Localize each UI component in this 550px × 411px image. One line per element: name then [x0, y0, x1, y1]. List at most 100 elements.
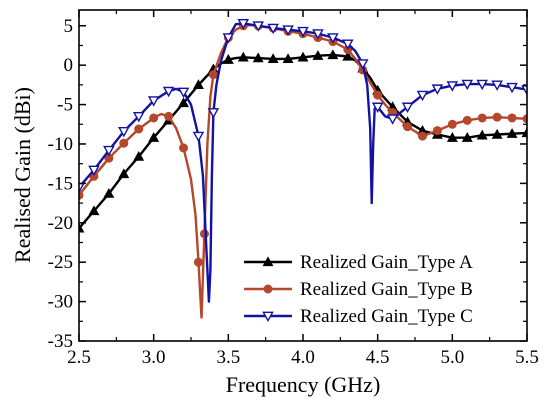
data-point [103, 145, 115, 157]
data-point [371, 102, 384, 113]
data-point [192, 131, 205, 143]
data-point [208, 70, 218, 80]
data-point [252, 21, 264, 32]
data-point [79, 182, 85, 194]
data-point [193, 79, 204, 90]
data-point [118, 126, 130, 138]
legend-swatch-marker [262, 311, 274, 323]
x-tick-label: 4.0 [291, 347, 315, 368]
data-point [446, 81, 459, 92]
x-tick-label: 3.0 [142, 347, 166, 368]
y-tick-label: 5 [64, 16, 74, 37]
data-point [373, 90, 383, 100]
y-tick-label: -10 [48, 134, 73, 155]
data-point [327, 49, 339, 60]
series-layer [79, 19, 527, 319]
data-point [222, 33, 235, 44]
data-point [506, 82, 518, 94]
legend-label: Realized Gain_Type C [300, 306, 473, 327]
data-point [416, 90, 429, 102]
data-point [193, 257, 203, 267]
data-point [521, 127, 527, 138]
data-point [327, 33, 339, 44]
data-point [312, 29, 324, 40]
data-point [342, 39, 354, 50]
data-point [461, 132, 473, 142]
data-point [164, 111, 174, 121]
data-point [477, 113, 487, 123]
data-point [162, 86, 175, 98]
legend: Realized Gain_Type A Realized Gain_Type B… [244, 252, 473, 327]
data-point [447, 119, 457, 129]
data-point [386, 114, 399, 125]
data-point [207, 108, 220, 119]
y-tick-label: -25 [48, 252, 73, 273]
x-tick-label: 4.5 [366, 347, 390, 368]
data-point [521, 85, 527, 96]
data-point [178, 97, 189, 108]
data-point [252, 52, 264, 63]
data-point [297, 51, 309, 62]
data-point [476, 129, 488, 140]
x-tick-label: 2.5 [67, 347, 91, 368]
data-point [88, 165, 100, 177]
x-tick-label: 5.0 [440, 347, 464, 368]
data-point [103, 187, 115, 198]
legend-swatch-marker [262, 256, 274, 267]
data-point [237, 51, 249, 62]
data-point [431, 84, 444, 95]
x-tick-label: 5.5 [515, 347, 539, 368]
data-point [282, 53, 294, 64]
axis-ticks: 2.5 3.0 3.5 4.0 4.5 5.0 5.5 5 0 -5 -10 -15 -20 -25 -30… [48, 10, 539, 368]
data-point [179, 143, 189, 153]
data-point [522, 114, 527, 124]
y-tick-label: -35 [48, 331, 73, 352]
data-point [297, 26, 309, 38]
series-line [79, 53, 527, 230]
data-point [461, 79, 474, 91]
data-point [118, 168, 130, 179]
data-point [147, 96, 160, 107]
data-point [133, 150, 145, 161]
data-point [507, 113, 517, 123]
x-axis-title: Frequency (GHz) [226, 372, 381, 397]
data-point [149, 113, 159, 123]
data-point [222, 54, 234, 64]
data-point [177, 87, 190, 99]
legend-swatch-marker [263, 284, 273, 294]
data-point [342, 50, 354, 61]
data-point [446, 132, 458, 142]
data-point [237, 19, 250, 30]
data-point [403, 122, 413, 132]
data-point [88, 205, 100, 216]
data-point [491, 128, 503, 139]
data-point [119, 138, 129, 148]
series-group [79, 19, 527, 303]
y-tick-label: -20 [48, 213, 73, 234]
data-point [148, 132, 160, 142]
y-tick-label: 0 [64, 55, 74, 76]
data-point [356, 59, 369, 70]
data-point [401, 102, 414, 113]
data-point [282, 25, 294, 36]
y-axis-title: Realised Gain (dBi) [10, 87, 35, 263]
series-line [79, 23, 527, 319]
data-point [312, 50, 324, 60]
series-group [79, 21, 527, 319]
data-point [134, 124, 144, 134]
data-point [432, 126, 442, 136]
data-point [267, 23, 279, 35]
data-point [476, 79, 488, 91]
data-point [417, 131, 427, 141]
data-point [79, 190, 84, 200]
data-point [79, 222, 85, 233]
data-point [491, 80, 503, 91]
y-tick-label: -5 [57, 95, 73, 116]
x-tick-label: 3.5 [216, 347, 240, 368]
data-point [506, 128, 518, 138]
legend-label: Realized Gain_Type A [300, 252, 473, 273]
y-tick-label: -15 [48, 173, 73, 194]
data-point [492, 112, 502, 122]
series-group [79, 49, 527, 233]
